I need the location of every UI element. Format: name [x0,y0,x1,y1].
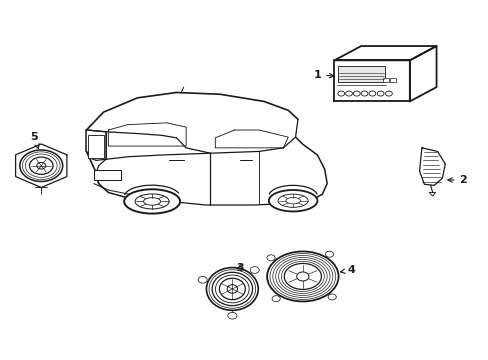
Bar [94,170,120,180]
Ellipse shape [212,272,252,306]
Circle shape [345,91,352,96]
Circle shape [327,294,336,300]
Circle shape [266,255,275,261]
Ellipse shape [20,150,62,181]
Circle shape [227,312,236,319]
Ellipse shape [284,264,321,289]
Ellipse shape [268,190,317,211]
Text: 1: 1 [313,69,333,80]
Ellipse shape [278,194,307,207]
Circle shape [361,91,367,96]
Ellipse shape [29,157,53,174]
Polygon shape [334,46,436,60]
Circle shape [353,91,360,96]
Polygon shape [334,60,409,102]
Ellipse shape [219,278,245,300]
Ellipse shape [143,198,160,205]
Ellipse shape [206,267,258,310]
Text: 5: 5 [31,132,39,148]
Circle shape [198,276,207,283]
Circle shape [368,91,375,96]
Circle shape [250,267,259,273]
Polygon shape [419,148,445,185]
Bar [389,78,395,82]
Bar [338,66,384,82]
Polygon shape [409,46,436,102]
Ellipse shape [227,285,237,293]
Ellipse shape [135,194,169,209]
Circle shape [271,296,280,302]
Ellipse shape [266,251,338,301]
Circle shape [376,91,383,96]
Circle shape [37,162,46,169]
Circle shape [296,272,308,281]
Bar [88,135,104,158]
Ellipse shape [285,198,300,204]
Bar [382,78,388,82]
Circle shape [385,91,391,96]
Text: 2: 2 [447,175,466,185]
Text: 3: 3 [235,262,243,273]
Ellipse shape [124,189,180,213]
Text: 4: 4 [340,265,355,275]
Circle shape [337,91,344,96]
Circle shape [325,251,333,257]
